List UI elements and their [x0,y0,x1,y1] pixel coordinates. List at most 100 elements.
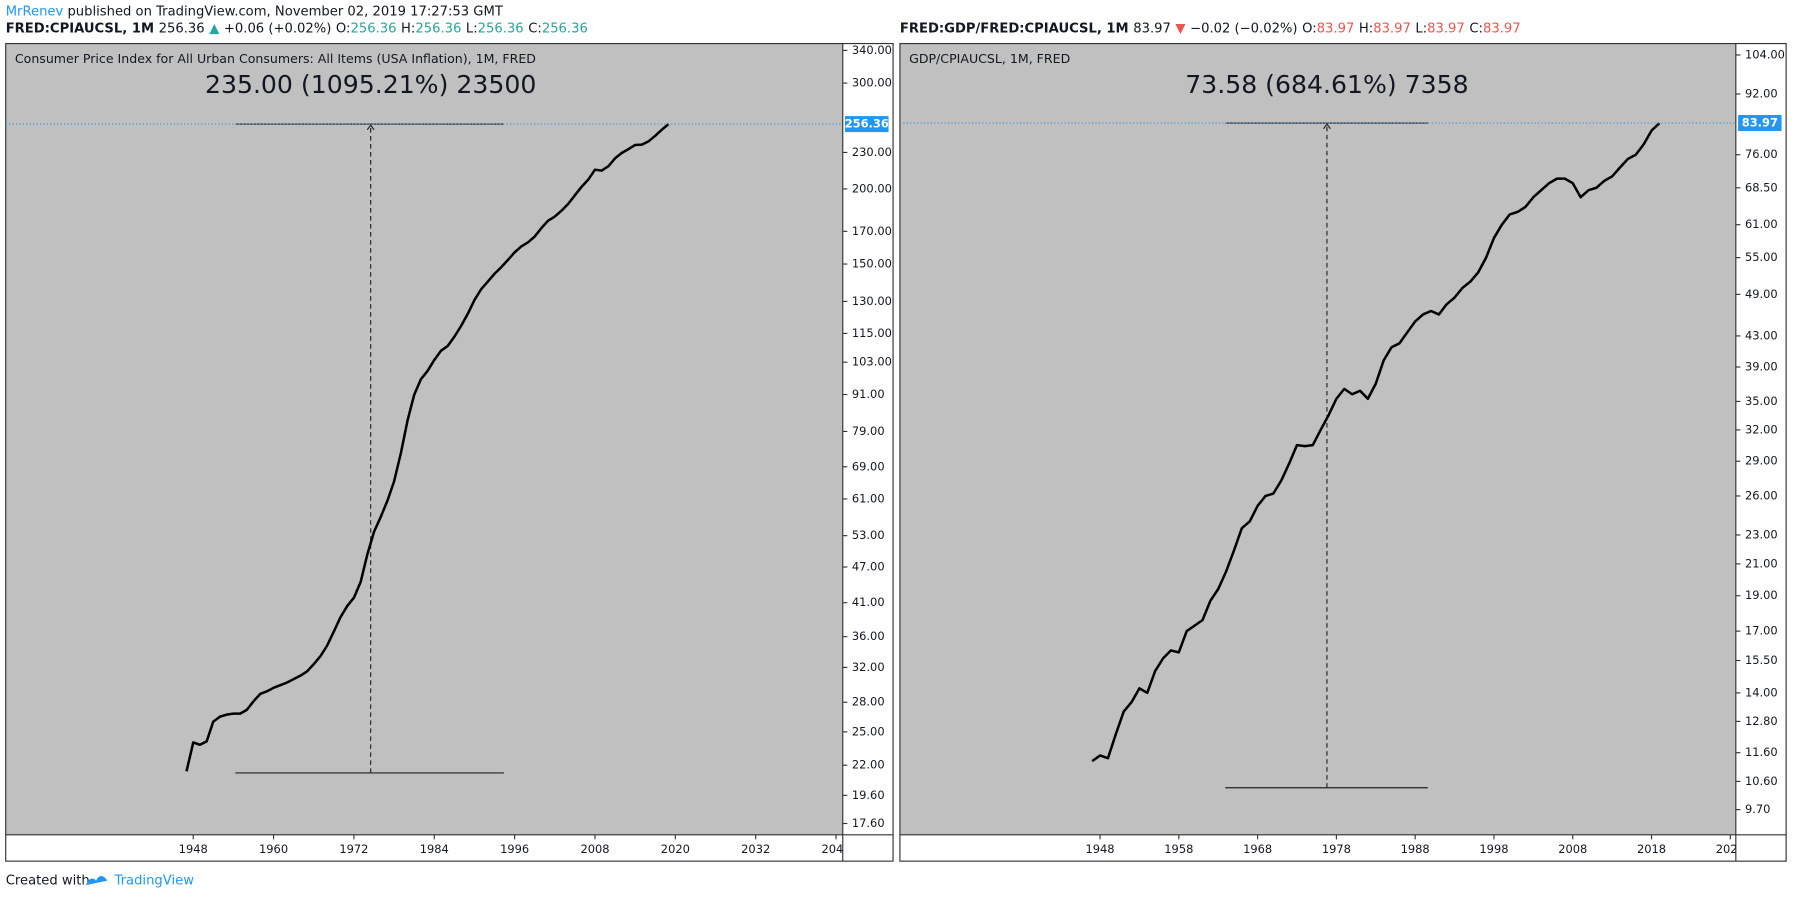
y-tick-label: 21.00 [1745,556,1778,570]
y-tick-label: 130.00 [852,294,892,308]
legend-item: O: [1302,21,1317,36]
price-badge [845,116,889,133]
legend-item: +0.06 (+0.02%) [224,21,331,36]
y-tick-label: 32.00 [852,660,885,674]
x-tick-label: 2028 [1716,842,1745,856]
y-tick-label: 200.00 [852,181,892,195]
series-line [185,123,670,772]
y-tick-label: 23.00 [1745,527,1778,541]
y-tick-label: 35.00 [1745,394,1778,408]
legend-item: H: [401,21,415,36]
y-tick-label: 22.00 [852,758,885,772]
y-tick-label: 300.00 [852,76,892,90]
plot-area [5,43,843,835]
legend-item: 83.97 [1373,21,1411,36]
footer-brand[interactable]: TradingView [114,873,195,888]
x-tick-label: 2020 [661,842,690,856]
y-tick-label: 104.00 [1745,47,1785,61]
y-tick-label: 12.80 [1745,714,1778,728]
y-tick-label: 36.00 [852,629,885,643]
y-tick-label: 17.00 [1745,624,1778,638]
y-tick-label: 55.00 [1745,250,1778,264]
legend-item: C: [1469,21,1483,36]
y-tick-label: 39.00 [1745,359,1778,373]
y-tick-label: 14.00 [1745,685,1778,699]
x-tick-label: 2018 [1637,842,1666,856]
price-badge-label: 256.36 [845,117,889,131]
legend-item: H: [1359,21,1373,36]
measure-arrow [366,124,375,131]
x-tick-label: 1988 [1401,842,1430,856]
y-tick-label: 10.60 [1745,774,1778,788]
measure-label: 73.58 (684.61%) 7358 [1185,70,1468,99]
y-tick-label: 115.00 [852,326,892,340]
y-tick-label: 53.00 [852,528,885,542]
measure-label: 235.00 (1095.21%) 23500 [205,70,536,99]
y-tick-label: 49.00 [1745,287,1778,301]
y-tick-label: 150.00 [852,257,892,271]
y-tick-label: 91.00 [852,387,885,401]
x-axis: 1948 1958 1968 1978 1988 1998 2008 2018 2028 [1086,834,1745,856]
legend: FRED:CPIAUCSL, 1M 256.36 ▲ +0.06 (+0.02%) O:… [6,21,588,36]
y-tick-label: 92.00 [1745,86,1778,100]
legend-item: 256.36 [478,21,524,36]
brand-logo [85,876,108,886]
legend-item: C: [528,21,542,36]
chart-title: GDP/CPIAUCSL, 1M, FRED [909,51,1070,66]
legend-item: O: [336,21,351,36]
legend-item: L: [1415,21,1427,36]
legend-item: FRED:GDP/FRED:CPIAUCSL, 1M [900,21,1129,36]
frame [5,42,894,862]
footer-prefix: Created with [6,873,90,888]
legend-item: 256.36 [542,21,588,36]
x-tick-label: 1998 [1479,842,1508,856]
y-tick-label: 230.00 [852,145,892,159]
y-tick-label: 17.60 [852,816,885,830]
price-badge-label: 83.97 [1742,116,1778,130]
author[interactable]: MrRenev [6,4,64,19]
legend-item: 83.97 [1427,21,1465,36]
x-tick-label: 1960 [259,842,288,856]
y-tick-label: 26.00 [1745,488,1778,502]
header: MrRenev published on TradingView.com, No… [6,4,504,19]
y-tick-label: 61.00 [852,491,885,505]
x-tick-label: 2032 [741,842,770,856]
y-tick-label: 25.00 [852,724,885,738]
y-tick-label: 170.00 [852,224,892,238]
x-tick-label: 1948 [1086,842,1115,856]
y-tick-label: 19.60 [852,788,885,802]
legend-item: 83.97 [1483,21,1521,36]
x-tick-label: 1984 [420,842,449,856]
legend-item: 83.97 [1317,21,1355,36]
plot-area [899,43,1736,835]
y-tick-label: 69.00 [852,459,885,473]
x-tick-label: 1948 [179,842,208,856]
series-line [1091,122,1661,763]
chart-title: Consumer Price Index for All Urban Consu… [15,51,536,66]
y-tick-label: 15.50 [1745,653,1778,667]
y-tick-label: 28.00 [852,695,885,709]
y-tick-label: 9.70 [1745,802,1770,816]
y-tick-label: 68.50 [1745,180,1778,194]
y-tick-label: 76.00 [1745,147,1778,161]
footer: Created with TradingView [6,873,194,888]
y-tick-label: 340.00 [852,43,892,57]
legend-item: 256.36 [159,21,205,36]
legend-item: ▼ [1175,21,1186,36]
legend-item: 83.97 [1133,21,1171,36]
x-tick-label: 1996 [500,842,529,856]
y-tick-label: 41.00 [852,595,885,609]
legend-item: ▲ [209,21,220,36]
legend-item: L: [466,21,478,36]
measure-arrow [1323,123,1331,130]
y-tick-label: 11.60 [1745,745,1778,759]
y-tick-label: 43.00 [1745,328,1778,342]
x-tick-label: 1968 [1243,842,1272,856]
y-tick-label: 19.00 [1745,588,1778,602]
y-tick-label: 32.00 [1745,422,1778,436]
legend-item: −0.02 (−0.02%) [1190,21,1297,36]
y-tick-label: 79.00 [852,424,885,438]
y-tick-label: 29.00 [1745,454,1778,468]
x-tick-label: 2008 [1558,842,1587,856]
